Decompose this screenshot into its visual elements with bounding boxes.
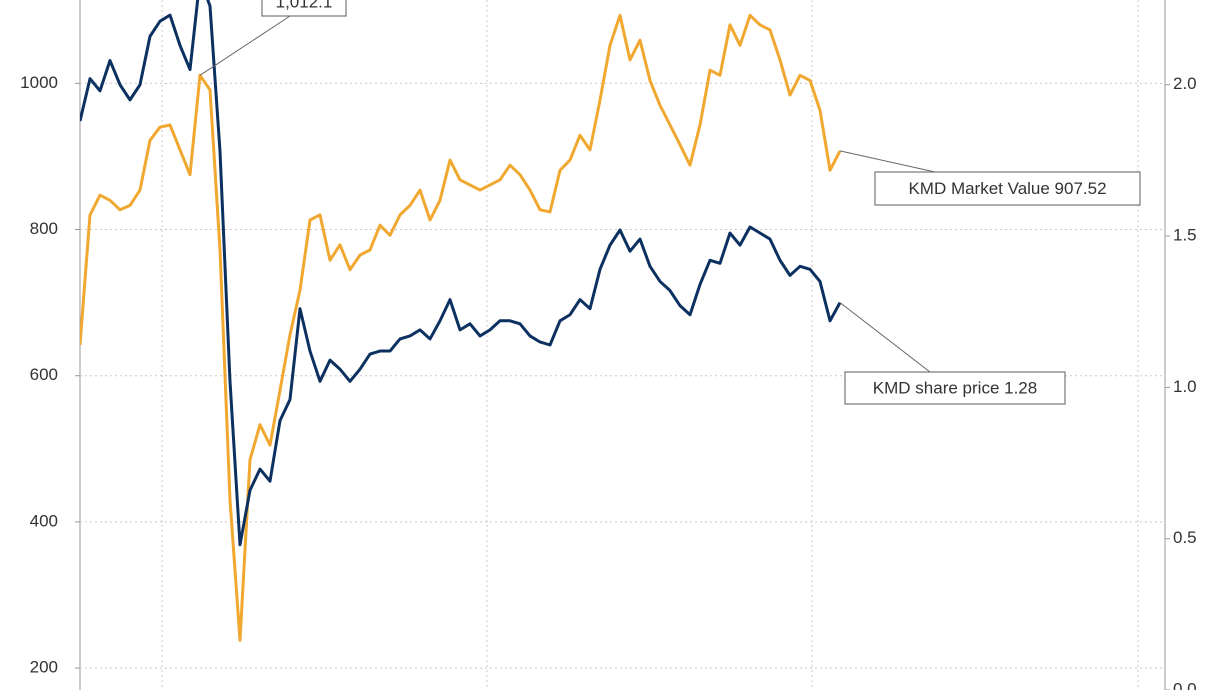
series-line [80, 13, 842, 642]
y2-tick-label: 0.0 [1173, 679, 1197, 690]
annotation-box [874, 171, 1141, 206]
annotation-box [844, 371, 1066, 405]
y-tick-label: 200 [30, 658, 58, 677]
vertical-grid [161, 0, 1139, 690]
y2-tick-label: 1.5 [1173, 226, 1197, 245]
plot [80, 0, 842, 642]
annotation-box [261, 0, 347, 17]
y-tick-label: 400 [30, 511, 58, 530]
annotation-leader [839, 150, 936, 173]
y-tick-label: 600 [30, 365, 58, 384]
annotation-leader [839, 302, 931, 373]
annotation-leader [199, 15, 291, 76]
annotation-label: KMD share price 1.28 [873, 378, 1037, 397]
series-line [80, 0, 842, 547]
y-tick-label: 1000 [20, 73, 58, 92]
y-tick-label: 800 [30, 219, 58, 238]
annotation-label: 1,012.1 [276, 0, 333, 11]
annotation-label: KMD Market Value 907.52 [908, 179, 1106, 198]
y2-tick-label: 2.0 [1173, 74, 1197, 93]
y2-tick-label: 0.5 [1173, 528, 1197, 547]
y2-tick-label: 1.0 [1173, 377, 1197, 396]
